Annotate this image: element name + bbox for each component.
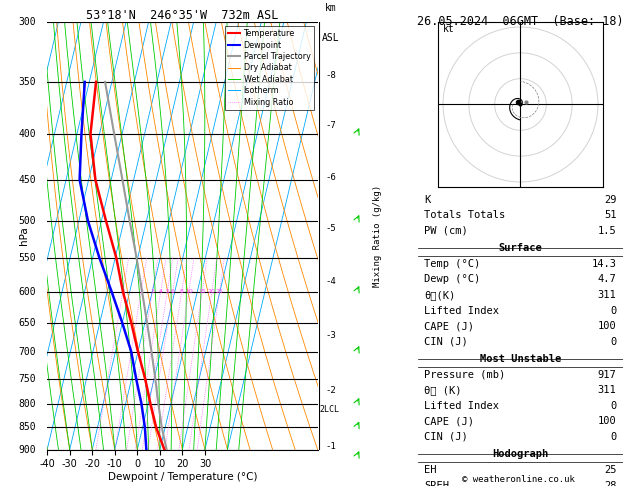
- Text: 917: 917: [598, 370, 616, 380]
- Text: Temp (°C): Temp (°C): [425, 259, 481, 269]
- Text: 750: 750: [19, 374, 36, 383]
- Text: 4: 4: [159, 289, 163, 294]
- Text: Lifted Index: Lifted Index: [425, 401, 499, 411]
- Text: 100: 100: [598, 417, 616, 426]
- Text: 0: 0: [610, 337, 616, 347]
- Text: 850: 850: [19, 422, 36, 433]
- Text: 2LCL: 2LCL: [319, 405, 339, 414]
- Text: 6: 6: [171, 289, 175, 294]
- Text: 550: 550: [19, 253, 36, 263]
- Text: 51: 51: [604, 210, 616, 220]
- Text: 300: 300: [19, 17, 36, 27]
- Title: 53°18'N  246°35'W  732m ASL: 53°18'N 246°35'W 732m ASL: [86, 9, 279, 22]
- Text: Lifted Index: Lifted Index: [425, 306, 499, 315]
- Text: -2: -2: [325, 386, 337, 395]
- Text: 0: 0: [610, 432, 616, 442]
- Text: 1: 1: [121, 289, 125, 294]
- Text: 900: 900: [19, 445, 36, 454]
- Text: -1: -1: [325, 442, 337, 451]
- Text: Most Unstable: Most Unstable: [480, 354, 561, 364]
- Text: θᴇ (K): θᴇ (K): [425, 385, 462, 395]
- Text: Totals Totals: Totals Totals: [425, 210, 506, 220]
- Text: 100: 100: [598, 321, 616, 331]
- Text: 311: 311: [598, 290, 616, 300]
- Text: -4: -4: [325, 278, 337, 286]
- Text: 350: 350: [19, 77, 36, 87]
- Legend: Temperature, Dewpoint, Parcel Trajectory, Dry Adiabat, Wet Adiabat, Isotherm, Mi: Temperature, Dewpoint, Parcel Trajectory…: [225, 26, 314, 110]
- Text: 0: 0: [610, 306, 616, 315]
- Text: Pressure (mb): Pressure (mb): [425, 370, 506, 380]
- Text: 29: 29: [604, 195, 616, 205]
- Text: -6: -6: [325, 173, 337, 182]
- Text: 400: 400: [19, 129, 36, 139]
- Text: 311: 311: [598, 385, 616, 395]
- Text: 28: 28: [604, 481, 616, 486]
- Text: 4.7: 4.7: [598, 275, 616, 284]
- Text: CIN (J): CIN (J): [425, 337, 468, 347]
- Text: Surface: Surface: [499, 243, 542, 253]
- Text: 650: 650: [19, 318, 36, 328]
- Text: CIN (J): CIN (J): [425, 432, 468, 442]
- Text: 1.5: 1.5: [598, 226, 616, 236]
- Text: 25: 25: [604, 465, 616, 475]
- Text: EH: EH: [425, 465, 437, 475]
- Text: 14.3: 14.3: [592, 259, 616, 269]
- Text: 0: 0: [610, 401, 616, 411]
- Text: -7: -7: [325, 122, 337, 131]
- Text: kt: kt: [443, 24, 455, 34]
- Text: 26.05.2024  06GMT  (Base: 18): 26.05.2024 06GMT (Base: 18): [417, 15, 624, 28]
- X-axis label: Dewpoint / Temperature (°C): Dewpoint / Temperature (°C): [108, 472, 257, 482]
- Text: 8: 8: [180, 289, 184, 294]
- Text: hPa: hPa: [19, 226, 29, 245]
- Text: CAPE (J): CAPE (J): [425, 417, 474, 426]
- Text: ASL: ASL: [322, 33, 340, 43]
- Text: 25: 25: [216, 289, 223, 294]
- Text: -8: -8: [325, 70, 337, 80]
- Text: CAPE (J): CAPE (J): [425, 321, 474, 331]
- Text: Mixing Ratio (g/kg): Mixing Ratio (g/kg): [372, 185, 382, 287]
- Text: 20: 20: [208, 289, 216, 294]
- Text: 450: 450: [19, 174, 36, 185]
- Text: 5: 5: [165, 289, 169, 294]
- Text: 10: 10: [185, 289, 192, 294]
- Text: 2: 2: [139, 289, 143, 294]
- Text: Dewp (°C): Dewp (°C): [425, 275, 481, 284]
- Text: -5: -5: [325, 224, 337, 233]
- Text: 600: 600: [19, 287, 36, 297]
- Text: θᴇ(K): θᴇ(K): [425, 290, 455, 300]
- Text: Hodograph: Hodograph: [493, 450, 548, 459]
- Text: PW (cm): PW (cm): [425, 226, 468, 236]
- Text: km: km: [325, 3, 337, 13]
- Text: K: K: [425, 195, 431, 205]
- Text: -3: -3: [325, 331, 337, 340]
- Text: SREH: SREH: [425, 481, 449, 486]
- Text: 500: 500: [19, 216, 36, 226]
- Text: 3: 3: [150, 289, 154, 294]
- Text: 800: 800: [19, 399, 36, 409]
- Text: 15: 15: [198, 289, 206, 294]
- Text: © weatheronline.co.uk: © weatheronline.co.uk: [462, 474, 576, 484]
- Text: 700: 700: [19, 347, 36, 357]
